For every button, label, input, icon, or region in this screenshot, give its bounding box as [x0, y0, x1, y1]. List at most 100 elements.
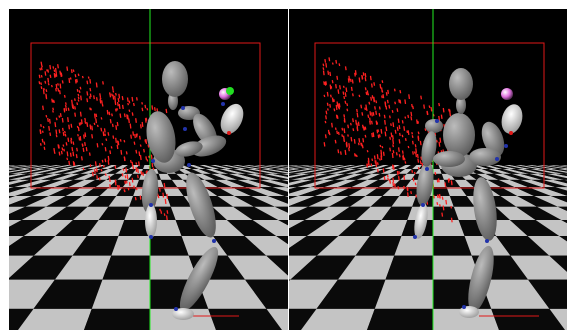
- floor-tile: [515, 165, 545, 169]
- cloud-point: [91, 125, 94, 131]
- cloud-point: [388, 104, 391, 109]
- cloud-point: [104, 173, 107, 176]
- target-sphere[interactable]: [501, 88, 513, 100]
- cloud-point: [57, 144, 60, 149]
- scene-canvas-left[interactable]: [9, 9, 288, 330]
- floor-tile: [538, 173, 567, 180]
- upper-arm-right: [481, 121, 505, 157]
- floor-tile: [564, 179, 567, 181]
- cloud-point: [89, 107, 92, 111]
- cloud-point: [351, 93, 354, 97]
- cloud-point: [126, 174, 129, 180]
- cloud-point: [55, 88, 57, 92]
- floor-tile: [237, 179, 273, 188]
- cloud-point: [72, 69, 75, 73]
- cloud-point: [109, 119, 112, 124]
- cloud-point: [358, 138, 361, 143]
- cloud-point: [104, 147, 107, 152]
- floor-tile: [337, 179, 368, 188]
- floor-tile: [446, 187, 467, 196]
- cloud-point: [398, 139, 401, 144]
- floor-tile: [289, 219, 331, 237]
- floor-tile: [255, 173, 288, 180]
- floor-tile: [392, 179, 412, 188]
- cloud-point: [364, 126, 367, 130]
- cloud-point: [329, 103, 332, 108]
- scene-canvas-right[interactable]: [289, 9, 567, 330]
- cloud-point: [410, 190, 413, 195]
- cloud-point: [339, 85, 341, 90]
- floor-tile: [276, 165, 288, 167]
- floor-tile: [514, 187, 551, 196]
- cloud-point: [144, 104, 147, 109]
- cloud-point: [325, 81, 328, 85]
- floor-tile: [549, 308, 567, 330]
- cloud-point: [407, 145, 410, 149]
- floor-tile: [87, 165, 106, 169]
- cloud-point: [383, 114, 386, 119]
- floor-tile: [531, 179, 567, 188]
- cloud-point: [39, 129, 42, 135]
- cloud-point: [336, 130, 339, 135]
- cloud-point: [115, 125, 118, 130]
- floor-tile: [45, 195, 83, 207]
- floor-tile: [73, 165, 95, 169]
- cloud-point: [351, 79, 354, 84]
- cloud-point: [379, 83, 382, 89]
- cloud-point: [403, 126, 406, 131]
- cloud-point: [76, 147, 78, 152]
- cloud-point: [116, 108, 119, 111]
- floor-tile: [54, 179, 85, 188]
- cloud-point: [95, 82, 98, 88]
- floor-tile: [65, 187, 96, 196]
- floor-tile: [13, 179, 52, 188]
- humanoid-figure[interactable]: [140, 61, 248, 320]
- head: [449, 68, 473, 100]
- cloud-point: [43, 141, 46, 145]
- floor-tile: [371, 169, 392, 174]
- cloud-point: [78, 122, 81, 126]
- floor-tile: [9, 279, 55, 309]
- cloud-point: [129, 159, 132, 164]
- cloud-point: [48, 118, 51, 124]
- cloud-point: [158, 187, 161, 192]
- cloud-point: [79, 136, 82, 141]
- cloud-point: [147, 144, 150, 148]
- cloud-point: [116, 144, 119, 150]
- cloud-point: [370, 163, 373, 167]
- floor-tile: [244, 236, 288, 256]
- floor-tile: [516, 169, 547, 174]
- floor-tile: [233, 169, 264, 174]
- cloud-point: [120, 149, 123, 155]
- cloud-point: [392, 144, 395, 148]
- floor-tile: [9, 179, 19, 183]
- viewport-left[interactable]: [9, 9, 288, 330]
- floor-tile: [542, 179, 567, 187]
- cloud-point: [77, 96, 80, 100]
- cloud-point: [151, 162, 154, 168]
- cloud-point: [132, 131, 135, 136]
- floor-tile: [9, 236, 24, 247]
- humanoid-figure[interactable]: [412, 68, 526, 318]
- cloud-point: [118, 104, 121, 109]
- floor-tile: [158, 173, 172, 180]
- floor-tile: [314, 165, 345, 169]
- cloud-point: [108, 178, 111, 183]
- cloud-point: [343, 118, 346, 123]
- viewport-right[interactable]: [289, 9, 567, 330]
- cloud-point: [124, 175, 127, 179]
- floor-tile: [290, 173, 328, 180]
- cloud-point: [106, 109, 109, 115]
- cloud-point: [163, 213, 166, 217]
- floor-tile: [433, 187, 450, 196]
- cloud-point: [414, 144, 417, 148]
- cloud-point: [416, 153, 419, 159]
- floor-tile: [380, 169, 399, 174]
- floor-tile: [561, 219, 567, 224]
- floor-tile: [391, 195, 417, 207]
- floor-tile: [228, 173, 260, 180]
- cloud-point: [398, 171, 401, 175]
- floor-tile: [289, 169, 315, 174]
- cloud-point: [376, 121, 379, 125]
- cloud-point: [67, 137, 70, 142]
